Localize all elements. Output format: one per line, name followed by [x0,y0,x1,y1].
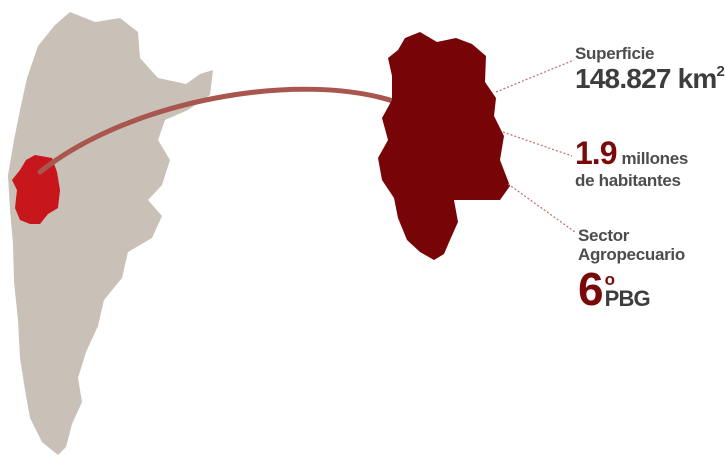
mendoza-large-shape [378,32,510,260]
agro-label-line2: Agropecuario [578,245,685,264]
population-row: 1.9 millones [575,137,688,169]
population-line2: de habitantes [575,171,681,190]
agro-rank-suffix: o PBG [604,270,651,312]
area-value-text: 148.827 km [575,63,717,94]
agro-rank: 6 [578,263,604,315]
mendoza-small-shape [12,155,60,224]
connector-agro [507,183,576,233]
agro-label-line1: Sector [578,226,630,245]
connector-area [495,59,575,93]
agro-stat: Sector Agropecuario 6 o PBG [578,226,685,315]
agro-rank-unit: PBG [604,286,651,312]
argentina-map-shape [8,12,213,455]
agro-rank-row: 6 o PBG [578,263,685,315]
area-value: 148.827 km2 [575,62,725,94]
area-label: Superficie [575,44,655,63]
agro-rank-sup: o [604,270,615,290]
connection-arc [37,86,399,175]
population-value: 1.9 [575,135,617,171]
population-stat: 1.9 millones de habitantes [575,137,688,189]
connector-population [502,131,573,157]
area-stat: Superficie 148.827 km2 [575,44,725,94]
population-line1: millones [621,149,689,168]
area-value-sup: 2 [716,62,725,80]
